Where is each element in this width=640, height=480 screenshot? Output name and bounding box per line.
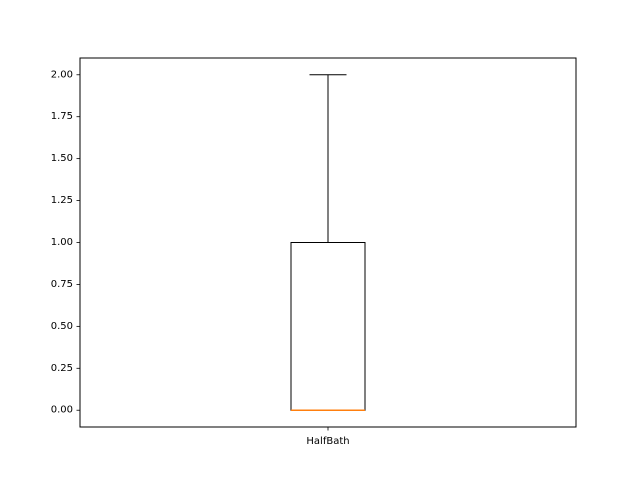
y-tick-label: 1.50 [51,153,73,164]
x-axis: HalfBath [306,427,350,447]
y-tick-label: 1.00 [51,237,73,248]
box-HalfBath [290,74,366,411]
box-series [290,74,366,411]
y-tick-label: 0.50 [51,321,73,332]
plot-frame [79,57,577,428]
y-tick-label: 1.25 [51,195,73,206]
y-tick-label: 0.00 [51,405,73,416]
y-tick-label: 0.75 [51,279,73,290]
x-tick-label: HalfBath [306,436,349,447]
y-tick-label: 1.75 [51,111,73,122]
y-axis: 0.00 0.25 0.50 0.75 1.00 1.25 1.50 1.75 2.00 [51,69,80,416]
y-tick-label: 0.25 [51,363,73,374]
y-tick-label: 2.00 [51,69,73,80]
